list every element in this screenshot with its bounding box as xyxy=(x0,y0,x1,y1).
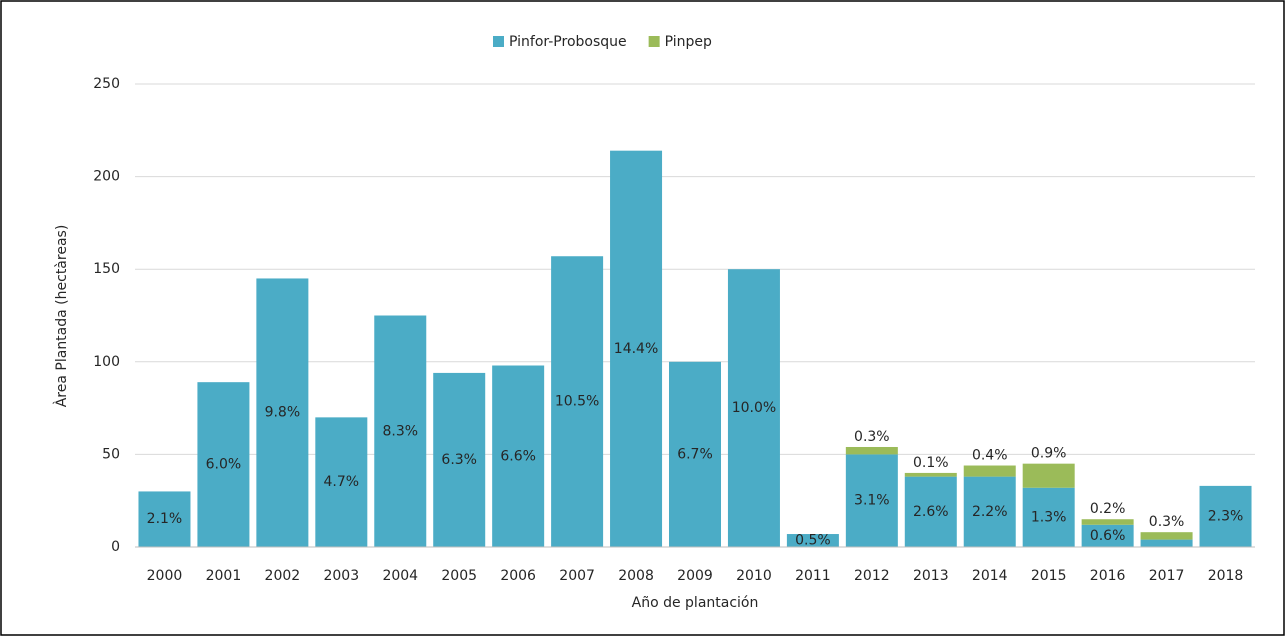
x-tick-label: 2004 xyxy=(382,568,418,584)
x-tick-label: 2001 xyxy=(206,568,242,584)
y-tick-label: 250 xyxy=(93,76,120,92)
bar-segment xyxy=(845,446,898,455)
x-tick-label: 2015 xyxy=(1031,568,1067,584)
legend-label: Pinpep xyxy=(665,34,712,50)
bar-segment xyxy=(315,417,368,547)
data-label: 6.0% xyxy=(206,457,242,473)
y-axis-label: Àrea Plantada (hectàreas) xyxy=(53,225,70,408)
x-tick-label: 2003 xyxy=(323,568,359,584)
bar-segment xyxy=(786,534,839,547)
x-tick-label: 2002 xyxy=(265,568,301,584)
data-label: 4.7% xyxy=(324,474,360,490)
data-label: 2.1% xyxy=(147,511,183,527)
legend-label: Pinfor-Probosque xyxy=(509,34,627,50)
bar-segment xyxy=(1199,485,1252,547)
data-label: 10.5% xyxy=(555,394,599,410)
x-tick-label: 2012 xyxy=(854,568,890,584)
bar-segment xyxy=(433,372,486,547)
bar-segment xyxy=(610,150,663,547)
bar-segment xyxy=(138,491,191,547)
y-tick-label: 0 xyxy=(111,539,120,555)
y-tick-label: 50 xyxy=(102,446,120,462)
data-label: 0.9% xyxy=(1031,446,1067,462)
bar-segment xyxy=(1081,524,1134,547)
data-label: 0.2% xyxy=(1090,501,1126,517)
data-label: 0.6% xyxy=(1090,528,1126,544)
y-tick-label: 100 xyxy=(93,354,120,370)
x-tick-label: 2016 xyxy=(1090,568,1126,584)
data-label: 3.1% xyxy=(854,493,890,509)
data-label: 2.6% xyxy=(913,504,949,520)
x-tick-label: 2017 xyxy=(1149,568,1185,584)
bar-segment xyxy=(1022,463,1075,488)
x-tick-label: 2013 xyxy=(913,568,949,584)
x-tick-label: 2000 xyxy=(147,568,183,584)
bar-segment xyxy=(1140,532,1193,540)
data-label: 1.3% xyxy=(1031,509,1067,525)
bar-segment xyxy=(551,256,604,547)
data-label: 0.3% xyxy=(854,429,890,445)
data-label: 6.6% xyxy=(500,448,536,464)
data-label: 0.1% xyxy=(913,455,949,471)
data-label: 9.8% xyxy=(265,405,301,421)
legend-swatch xyxy=(648,36,660,47)
x-tick-label: 2011 xyxy=(795,568,831,584)
y-tick-label: 200 xyxy=(93,169,120,185)
x-axis-label: Año de plantación xyxy=(632,595,759,611)
bar-segment xyxy=(669,361,721,547)
data-label: 6.7% xyxy=(677,446,713,462)
bar-segment xyxy=(904,476,957,547)
data-label: 6.3% xyxy=(441,452,477,468)
bar-segment xyxy=(1081,519,1134,525)
bar-segment xyxy=(1140,539,1193,547)
x-tick-label: 2010 xyxy=(736,568,772,584)
bar-segment xyxy=(374,315,427,547)
bar-segment xyxy=(256,278,309,547)
x-tick-label: 2009 xyxy=(677,568,713,584)
data-label: 10.0% xyxy=(732,400,776,416)
x-tick-label: 2014 xyxy=(972,568,1008,584)
data-label: 0.5% xyxy=(795,533,831,549)
bar-segment xyxy=(845,454,898,547)
data-label: 8.3% xyxy=(382,423,418,439)
bar-segment xyxy=(197,382,250,547)
data-label: 14.4% xyxy=(614,341,658,357)
x-tick-label: 2005 xyxy=(441,568,477,584)
data-label: 0.4% xyxy=(972,448,1008,464)
bar-segment xyxy=(492,365,545,547)
x-tick-label: 2008 xyxy=(618,568,654,584)
bar-segment xyxy=(963,465,1016,477)
x-tick-label: 2006 xyxy=(500,568,536,584)
data-label: 2.3% xyxy=(1208,508,1244,524)
legend-swatch xyxy=(493,36,504,47)
y-tick-label: 150 xyxy=(93,261,120,277)
bar-segment xyxy=(727,269,780,547)
data-label: 0.3% xyxy=(1149,514,1185,530)
data-label: 2.2% xyxy=(972,504,1008,520)
bar-segment xyxy=(904,472,957,477)
bar-segment xyxy=(1022,487,1075,547)
x-tick-label: 2018 xyxy=(1208,568,1244,584)
x-tick-label: 2007 xyxy=(559,568,595,584)
bar-segment xyxy=(963,476,1016,547)
